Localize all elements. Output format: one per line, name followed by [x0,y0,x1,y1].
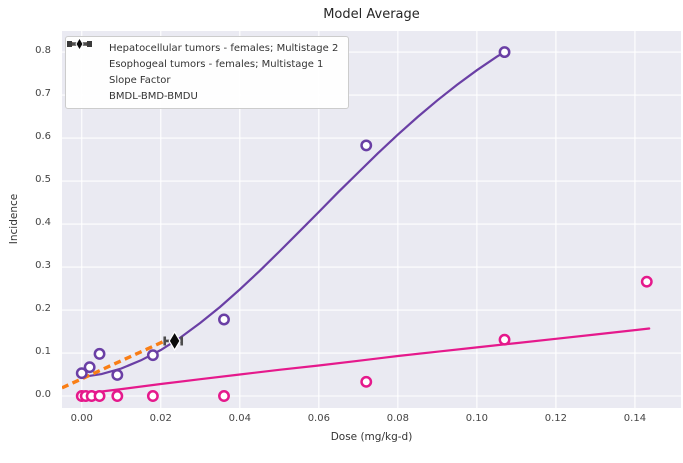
esophogeal-data-point [498,333,511,346]
y-axis-ticks: 0.0 0.1 0.2 0.3 0.4 0.5 0.6 0.7 0.8 [0,31,56,408]
hepatocellular-data-point [218,313,230,326]
x-axis-ticks: 0.00 0.02 0.04 0.06 0.08 0.10 0.12 0.14 [62,413,681,427]
x-tick-label: 0.12 [544,413,568,424]
y-tick-label: 0.1 [35,346,51,358]
legend-label: BMDL-BMD-BMDU [109,91,198,102]
y-tick-label: 0.0 [35,389,51,400]
x-axis-label: Dose (mg/kg-d) [330,431,413,443]
esophogeal-data-point [146,390,159,402]
esophogeal-data-point [111,390,124,402]
y-tick-label: 0.4 [35,217,51,229]
y-tick-label: 0.5 [35,174,51,186]
x-tick-label: 0.04 [228,413,251,424]
y-tick-label: 0.7 [35,88,51,100]
orange-dashed-line-icon [67,42,101,88]
legend-row-bmd: BMDL-BMD-BMDU [67,37,338,104]
legend-row-hepatocellular: Hepatocellular tumors - females; Multist… [67,42,339,55]
x-tick-label: 0.14 [623,413,647,424]
plot-area: Hepatocellular tumors - females; Multist… [62,31,681,408]
legend-label: Slope Factor [109,75,171,86]
hepatocellular-data-point [93,347,106,360]
legend-label: Hepatocellular tumors - females; Multist… [109,43,339,54]
bmd-diamond-marker [168,330,181,352]
hepatocellular-data-point [111,368,124,381]
bmd-errorbar-diamond-icon [67,37,101,104]
slope-factor-line [62,339,166,390]
x-tick-label: 0.00 [70,413,93,424]
x-tick-label: 0.06 [307,413,330,424]
hepatocellular-data-point [146,349,159,362]
y-tick-label: 0.6 [35,131,51,143]
pink-line-icon [67,42,101,72]
y-tick-label: 0.3 [35,260,51,272]
x-tick-label: 0.08 [386,413,409,424]
y-tick-label: 0.8 [35,45,51,57]
legend-label: Esophogeal tumors - females; Multistage … [109,59,324,70]
legend-row-slope-factor: Slope Factor [67,42,338,88]
y-tick-label: 0.2 [35,303,51,315]
legend-row-esophogeal: Esophogeal tumors - females; Multistage … [67,42,338,72]
esophogeal-data-point [218,390,230,402]
legend: Hepatocellular tumors - females; Multist… [65,36,350,109]
esophogeal-data-point [360,375,373,388]
x-tick-label: 0.02 [149,413,172,424]
x-tick-label: 0.10 [465,413,489,424]
esophogeal-model-curve [80,327,651,395]
chart-title: Model Average [323,7,420,22]
hepatocellular-data-point [360,139,373,152]
esophogeal-data-point [93,390,106,402]
hepatocellular-data-point [75,367,88,380]
hepatocellular-data-point [83,361,96,374]
esophogeal-data-point [640,275,653,288]
hepatocellular-data-point [498,46,511,59]
plot-canvas [62,31,681,408]
